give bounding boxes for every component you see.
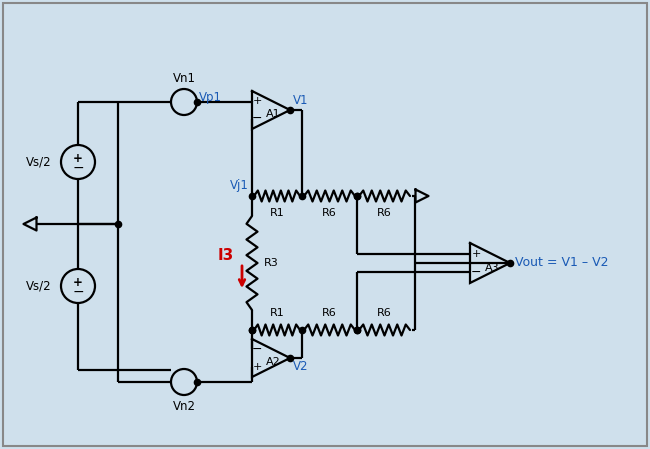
Text: Vs/2: Vs/2	[27, 279, 52, 292]
Text: R6: R6	[322, 208, 337, 218]
Text: A3: A3	[485, 263, 499, 273]
Text: R1: R1	[270, 308, 285, 318]
Text: −: −	[72, 285, 84, 299]
Text: +: +	[471, 249, 481, 259]
Text: −: −	[252, 112, 262, 125]
Text: +: +	[252, 97, 262, 106]
Text: V2: V2	[293, 360, 309, 373]
Text: Vs/2: Vs/2	[27, 155, 52, 168]
Text: −: −	[471, 265, 481, 278]
Text: A2: A2	[266, 357, 280, 367]
Text: R1: R1	[270, 208, 285, 218]
Text: Vj1: Vj1	[230, 179, 249, 192]
Text: +: +	[252, 361, 262, 372]
Text: Vn2: Vn2	[172, 400, 196, 413]
Text: +: +	[73, 151, 83, 164]
Text: R3: R3	[264, 258, 279, 268]
Text: R6: R6	[322, 308, 337, 318]
Text: R6: R6	[377, 208, 392, 218]
Text: Vp1: Vp1	[199, 92, 222, 105]
Text: Vout = V1 – V2: Vout = V1 – V2	[515, 256, 608, 269]
Text: I3: I3	[218, 247, 234, 263]
Text: −: −	[72, 161, 84, 175]
Text: +: +	[73, 276, 83, 289]
Text: A1: A1	[266, 109, 280, 119]
Text: −: −	[252, 343, 262, 356]
Text: R6: R6	[377, 308, 392, 318]
Text: V1: V1	[293, 94, 309, 107]
Text: Vn1: Vn1	[172, 72, 196, 85]
